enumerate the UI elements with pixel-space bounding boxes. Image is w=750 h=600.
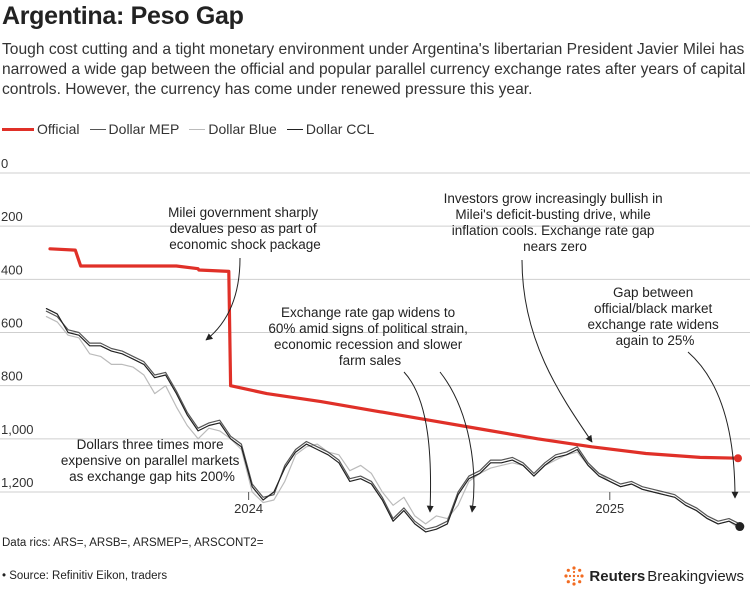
legend-item-ccl: Dollar CCL bbox=[286, 121, 375, 137]
annotation-devalue-line: Milei government sharply bbox=[168, 205, 318, 220]
y-tick-label: 200 bbox=[1, 209, 23, 224]
annotation-arrow-widens60b bbox=[439, 371, 477, 513]
chart-plot: 0 200 400 600 800 1,000 1,200 2024 2025 Milei go… bbox=[0, 156, 750, 533]
legend-item-official: Official bbox=[2, 121, 80, 137]
annotation-devalue: Milei government sharply devalues peso a… bbox=[168, 205, 322, 252]
brand-name-light: Breakingviews bbox=[647, 567, 744, 585]
annotation-widens25-line: exchange rate widens bbox=[587, 317, 719, 332]
annotation-widens25-line: official/black market bbox=[594, 301, 713, 316]
annotation-widens60: Exchange rate gap widens to 60% amid sig… bbox=[268, 305, 471, 368]
annotation-threetimes-line: expensive on parallel markets bbox=[61, 453, 240, 468]
annotation-devalue-line: economic shock package bbox=[169, 237, 321, 252]
legend-label-mep: Dollar MEP bbox=[108, 121, 180, 137]
annotation-threetimes-line: Dollars three times more bbox=[77, 437, 224, 452]
annotation-widens25-line: Gap between bbox=[613, 285, 693, 300]
series-line-official bbox=[48, 247, 740, 460]
brand-name-bold: Reuters bbox=[589, 567, 646, 585]
official-end-point bbox=[734, 454, 742, 463]
legend-label-official: Official bbox=[37, 121, 80, 137]
parallel-end-point bbox=[735, 522, 745, 532]
y-tick-label: 1,200 bbox=[1, 475, 34, 490]
brand-logo: Reuters Breakingviews bbox=[563, 565, 744, 587]
annotation-widens25-line: again to 25% bbox=[616, 333, 695, 348]
annotation-threetimes: Dollars three times more expensive on pa… bbox=[61, 437, 243, 484]
y-tick-label: 600 bbox=[1, 316, 23, 331]
annotation-devalue-line: devalues peso as part of bbox=[170, 221, 317, 236]
annotation-widens60-line: economic recession and slower bbox=[274, 337, 463, 352]
annotation-bullish-line: Milei's deficit-busting drive, while bbox=[455, 207, 650, 222]
annotation-arrow-widens60 bbox=[403, 371, 434, 513]
y-tick-label: 800 bbox=[1, 369, 23, 384]
annotation-bullish-line: Investors grow increasingly bullish in bbox=[444, 191, 663, 206]
legend-item-blue: Dollar Blue bbox=[189, 121, 277, 137]
y-tick-label: 0 bbox=[1, 156, 8, 171]
annotation-widens60-line: 60% amid signs of political strain, bbox=[268, 321, 468, 336]
annotation-arrow-devalue bbox=[205, 257, 241, 341]
series-line-dollar-mep bbox=[45, 310, 741, 530]
legend-swatch-mep bbox=[89, 128, 106, 130]
annotation-widens60-line: farm sales bbox=[339, 353, 402, 368]
annotation-bullish-line: nears zero bbox=[523, 239, 587, 254]
legend: Official Dollar MEP Dollar Blue Dollar C… bbox=[2, 121, 384, 137]
legend-label-blue: Dollar Blue bbox=[208, 121, 277, 137]
legend-item-mep: Dollar MEP bbox=[89, 121, 180, 137]
annotation-bullish-line: inflation cools. Exchange rate gap bbox=[452, 223, 655, 238]
annotation-widens25: Gap between official/black market exchan… bbox=[587, 285, 722, 348]
reuters-logo-icon bbox=[564, 566, 585, 586]
source-note: • Source: Refinitiv Eikon, traders bbox=[2, 570, 168, 582]
legend-swatch-official bbox=[2, 127, 34, 131]
chart-title: Argentina: Peso Gap bbox=[2, 2, 244, 30]
annotation-widens60-line: Exchange rate gap widens to bbox=[281, 305, 455, 320]
x-tick-label: 2025 bbox=[595, 501, 624, 516]
annotation-arrow-bullish bbox=[521, 259, 593, 443]
annotation-arrow-widens25 bbox=[687, 351, 739, 499]
chart-subtitle: Tough cost cutting and a tight monetary … bbox=[2, 41, 746, 98]
legend-swatch-blue bbox=[189, 128, 206, 130]
legend-swatch-ccl bbox=[286, 128, 303, 130]
legend-label-ccl: Dollar CCL bbox=[305, 121, 375, 137]
annotation-bullish: Investors grow increasingly bullish in M… bbox=[444, 191, 667, 254]
annotation-threetimes-line: as exchange gap hits 200% bbox=[69, 469, 235, 484]
series-line-dollar-ccl bbox=[45, 308, 741, 533]
data-rics-note: Data rics: ARS=, ARSB=, ARSMEP=, ARSCONT… bbox=[2, 537, 264, 549]
y-tick-label: 400 bbox=[1, 262, 23, 277]
x-tick-label: 2024 bbox=[234, 501, 263, 516]
y-tick-label: 1,000 bbox=[1, 422, 34, 437]
